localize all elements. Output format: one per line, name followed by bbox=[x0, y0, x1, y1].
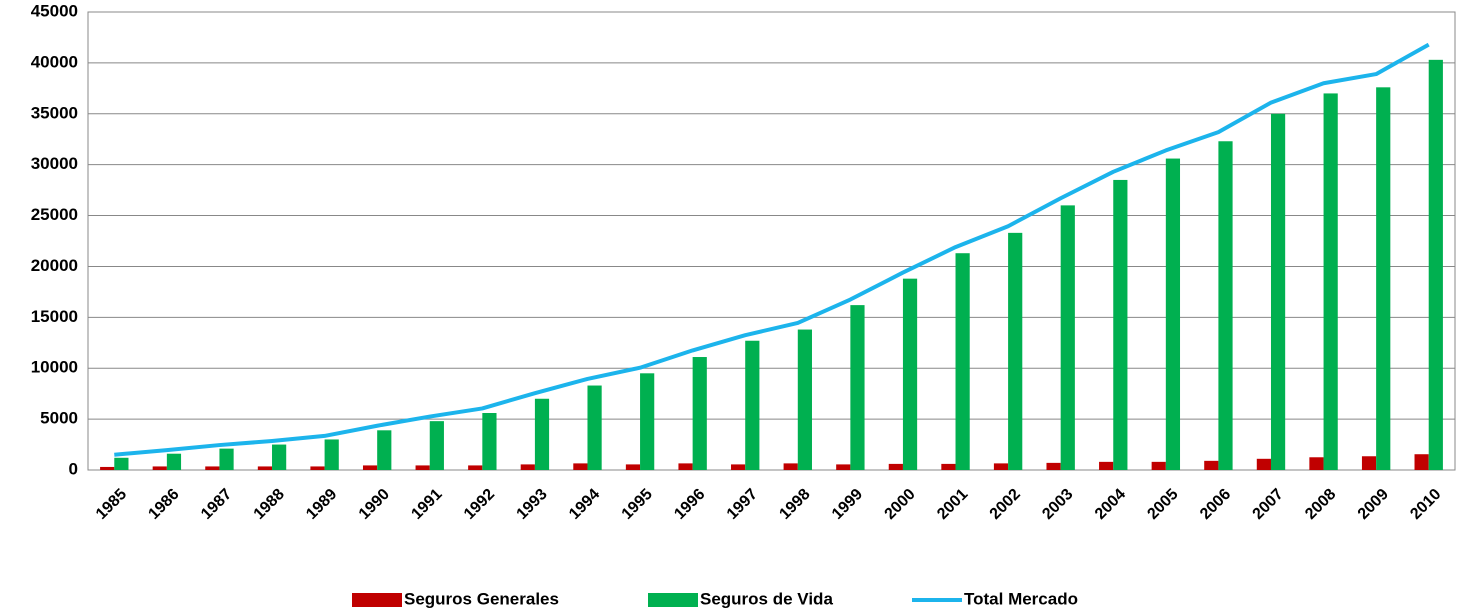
bar bbox=[1414, 454, 1429, 470]
x-tick-label: 2003 bbox=[1039, 486, 1076, 523]
bar bbox=[310, 466, 325, 470]
y-tick-label: 0 bbox=[69, 459, 78, 478]
y-tick-label: 35000 bbox=[31, 103, 78, 122]
x-tick-label: 1992 bbox=[461, 486, 498, 523]
bar bbox=[377, 430, 392, 470]
plot-border bbox=[87, 11, 1456, 471]
bar bbox=[573, 463, 588, 470]
bar bbox=[1309, 457, 1324, 470]
bar bbox=[1099, 461, 1114, 470]
x-tick-label: 2006 bbox=[1197, 486, 1234, 523]
bar bbox=[1218, 141, 1233, 470]
bar bbox=[1151, 461, 1166, 470]
y-tick-label: 40000 bbox=[31, 52, 78, 71]
x-tick-label: 1996 bbox=[671, 486, 708, 523]
bar bbox=[1270, 113, 1286, 471]
bar bbox=[625, 464, 641, 470]
bar bbox=[1165, 158, 1181, 470]
bar bbox=[678, 463, 693, 470]
legend-label: Total Mercado bbox=[964, 589, 1078, 608]
y-tick-label: 20000 bbox=[31, 256, 78, 275]
x-tick-label: 1990 bbox=[356, 486, 393, 523]
bar bbox=[362, 465, 378, 470]
y-tick-label: 30000 bbox=[31, 154, 78, 173]
legend-label: Seguros Generales bbox=[404, 589, 559, 608]
x-tick-label: 1991 bbox=[408, 486, 445, 523]
legend-swatch bbox=[352, 593, 402, 607]
bar bbox=[850, 305, 865, 470]
x-tick-label: 2002 bbox=[987, 486, 1024, 523]
bar bbox=[1428, 59, 1443, 470]
y-tick-label: 5000 bbox=[40, 409, 78, 428]
x-tick-label: 1999 bbox=[829, 486, 866, 523]
bar bbox=[1113, 179, 1128, 470]
bar bbox=[1008, 232, 1023, 470]
x-tick-label: 2005 bbox=[1144, 486, 1181, 523]
bar bbox=[587, 385, 602, 470]
x-tick-label: 2007 bbox=[1250, 486, 1287, 523]
x-tick-label: 2004 bbox=[1092, 486, 1129, 523]
bar bbox=[482, 413, 497, 470]
bar bbox=[166, 453, 182, 470]
y-tick-label: 15000 bbox=[31, 307, 78, 326]
bar bbox=[1204, 460, 1219, 470]
bar bbox=[692, 357, 707, 470]
x-tick-label: 2008 bbox=[1302, 486, 1339, 523]
bar bbox=[257, 466, 273, 470]
bar bbox=[745, 340, 760, 470]
y-tick-label: 25000 bbox=[31, 205, 78, 224]
bar bbox=[1376, 87, 1391, 470]
bar bbox=[219, 448, 234, 470]
bar bbox=[152, 466, 167, 470]
bar bbox=[1323, 93, 1338, 470]
bar bbox=[415, 465, 430, 470]
legend-swatch bbox=[648, 593, 698, 607]
x-tick-label: 1989 bbox=[303, 486, 340, 523]
bar bbox=[888, 463, 903, 470]
bar bbox=[534, 398, 550, 470]
x-tick-label: 1997 bbox=[724, 486, 761, 523]
bar bbox=[783, 463, 798, 470]
x-tick-label: 1995 bbox=[619, 486, 656, 523]
bar bbox=[797, 329, 812, 470]
bar bbox=[1361, 456, 1377, 470]
bar bbox=[836, 464, 851, 470]
legend-label: Seguros de Vida bbox=[700, 589, 833, 608]
bar bbox=[100, 466, 115, 470]
x-tick-label: 1986 bbox=[145, 486, 182, 523]
y-tick-label: 10000 bbox=[31, 358, 78, 377]
x-tick-label: 2010 bbox=[1407, 486, 1444, 523]
line bbox=[114, 42, 1430, 457]
x-tick-label: 1993 bbox=[514, 486, 551, 523]
bar bbox=[205, 466, 220, 470]
x-tick-label: 1985 bbox=[93, 486, 130, 523]
x-tick-label: 1998 bbox=[776, 486, 813, 523]
bar bbox=[429, 421, 444, 470]
bar bbox=[1046, 462, 1061, 470]
bar bbox=[955, 253, 970, 470]
x-tick-label: 2000 bbox=[882, 486, 919, 523]
bar bbox=[520, 464, 535, 470]
y-tick-label: 45000 bbox=[31, 1, 78, 20]
bar bbox=[731, 464, 746, 470]
bar bbox=[902, 278, 918, 470]
x-tick-label: 1987 bbox=[198, 486, 235, 523]
x-tick-label: 1988 bbox=[251, 486, 288, 523]
x-tick-label: 2009 bbox=[1355, 486, 1392, 523]
bar bbox=[324, 439, 339, 470]
x-tick-label: 1994 bbox=[566, 486, 603, 523]
bar bbox=[1256, 458, 1271, 470]
bar bbox=[272, 444, 287, 470]
bar bbox=[941, 463, 956, 470]
bar bbox=[1060, 205, 1075, 470]
bar bbox=[640, 373, 655, 470]
x-tick-label: 2001 bbox=[934, 486, 971, 523]
bar bbox=[114, 457, 129, 470]
bar bbox=[993, 463, 1009, 470]
bar bbox=[468, 465, 483, 470]
